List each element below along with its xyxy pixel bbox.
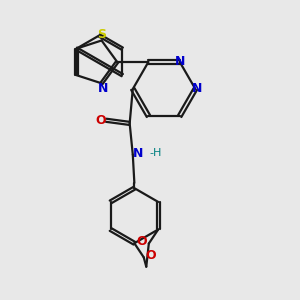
Text: N: N xyxy=(98,82,108,95)
Text: N: N xyxy=(175,56,185,68)
Text: O: O xyxy=(145,249,156,262)
Text: S: S xyxy=(97,28,106,41)
Text: O: O xyxy=(95,114,106,127)
Text: N: N xyxy=(133,147,144,160)
Text: N: N xyxy=(192,82,202,95)
Text: O: O xyxy=(136,236,147,248)
Text: -H: -H xyxy=(149,148,161,158)
